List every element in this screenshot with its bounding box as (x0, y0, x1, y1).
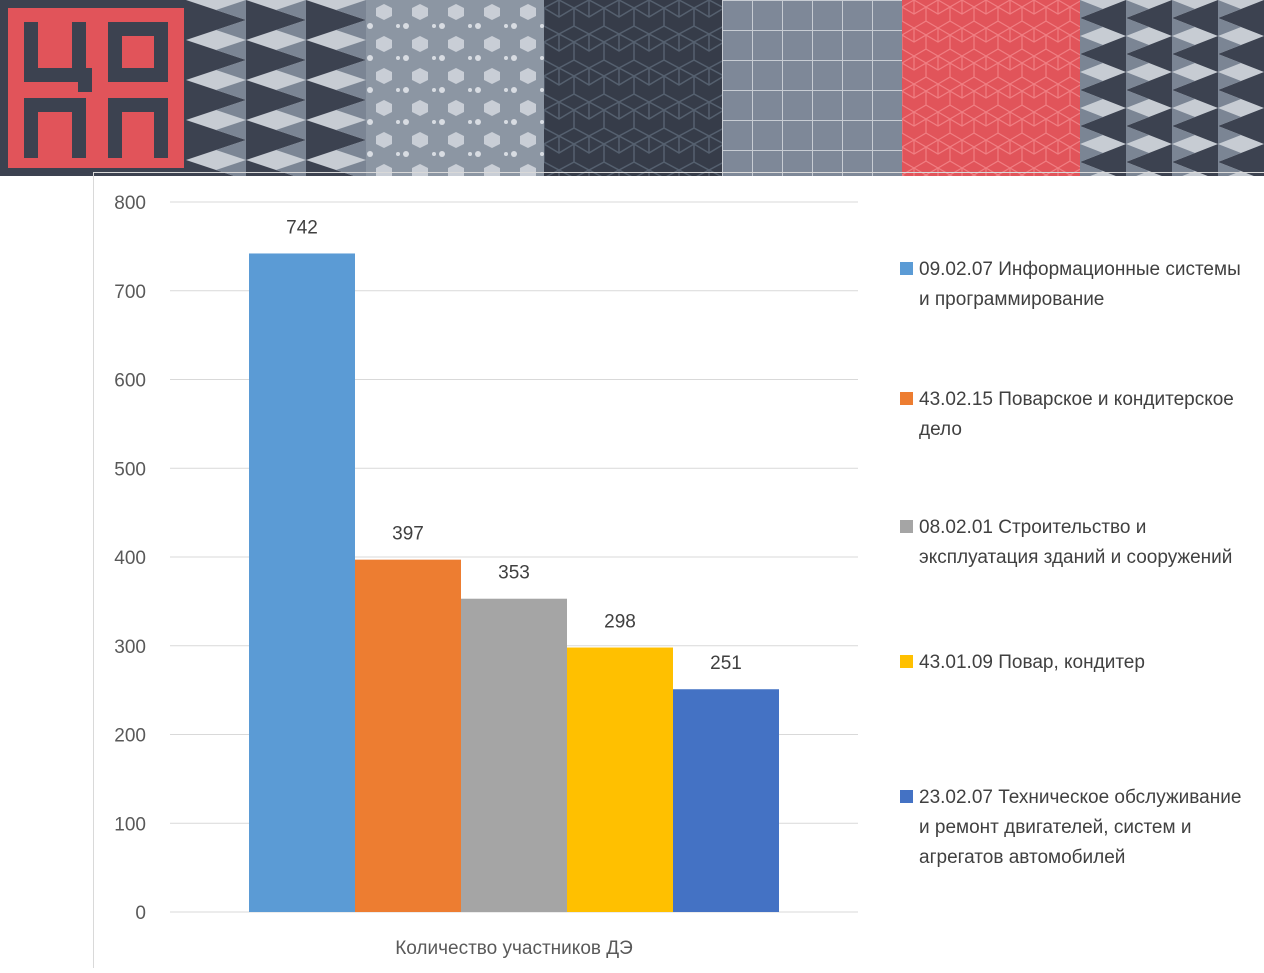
bar-chart: 0 100 200 300 400 500 600 700 800 742 397 353 298 251… (114, 193, 858, 959)
x-category-label: Количество участников ДЭ (395, 938, 633, 959)
chart-frame-left (93, 172, 94, 968)
legend-swatch (900, 392, 913, 405)
banner-tile-triangles-2 (1080, 0, 1264, 176)
legend-label: 23.02.07 Техническое обслуживание и ремо… (919, 787, 1242, 868)
legend-swatch (900, 520, 913, 533)
legend-label: 43.01.09 Повар, кондитер (919, 652, 1145, 673)
banner-tile-hexagons (366, 0, 544, 176)
y-tick-label: 100 (114, 814, 146, 835)
banner-tile-grid (722, 0, 902, 176)
legend-item: 43.01.09 Повар, кондитер (900, 648, 1254, 678)
logo (0, 0, 186, 176)
banner-tile-cubes (544, 0, 722, 176)
legend-swatch (900, 655, 913, 668)
legend-item: 08.02.01 Строительство и эксплуатация зд… (900, 513, 1254, 573)
header-banner (0, 0, 1264, 176)
banner-tile-red-cubes (902, 0, 1080, 176)
data-label: 298 (604, 612, 636, 633)
y-tick-label: 800 (114, 193, 146, 214)
data-label: 251 (710, 653, 742, 674)
bar (461, 598, 567, 912)
y-tick-label: 600 (114, 371, 146, 392)
y-tick-label: 0 (135, 903, 146, 924)
data-label: 353 (498, 563, 530, 584)
legend-label: 09.02.07 Информационные системы и програ… (919, 259, 1241, 310)
legend-swatch (900, 262, 913, 275)
y-tick-label: 500 (114, 459, 146, 480)
legend-swatch (900, 790, 913, 803)
y-tick-label: 200 (114, 726, 146, 747)
banner-tile-triangles (186, 0, 366, 176)
bar (355, 559, 461, 912)
y-tick-label: 400 (114, 548, 146, 569)
bar (249, 253, 355, 913)
data-label: 397 (392, 524, 424, 545)
legend-label: 08.02.01 Строительство и эксплуатация зд… (919, 517, 1233, 568)
legend-label: 43.02.15 Поварское и кондитерское дело (919, 389, 1234, 440)
chart-area: 0 100 200 300 400 500 600 700 800 742 397 353 298 251… (0, 180, 880, 973)
bar (673, 689, 779, 912)
chart-frame-top (93, 172, 1264, 173)
bar (567, 647, 673, 912)
legend-item: 43.02.15 Поварское и кондитерское дело (900, 385, 1254, 445)
data-label: 742 (286, 217, 318, 238)
legend-item: 23.02.07 Техническое обслуживание и ремо… (900, 783, 1254, 873)
y-tick-label: 700 (114, 282, 146, 303)
y-tick-label: 300 (114, 637, 146, 658)
legend-item: 09.02.07 Информационные системы и програ… (900, 255, 1254, 315)
